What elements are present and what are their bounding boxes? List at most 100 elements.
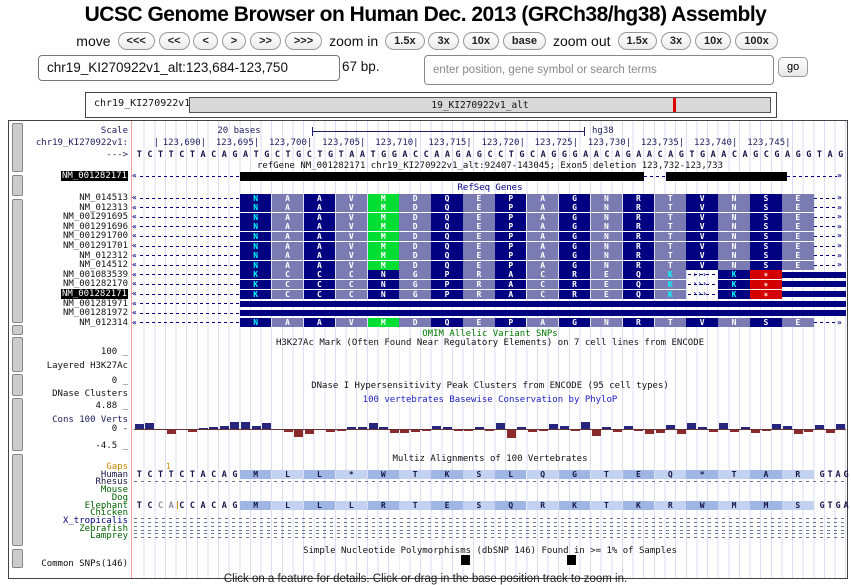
gene-row-label[interactable]: NM_014512: [79, 260, 128, 271]
aa-codon-box: P: [495, 241, 527, 251]
species-label-dog[interactable]: Dog: [111, 492, 128, 503]
species-label-chicken[interactable]: Chicken: [90, 508, 128, 519]
aa-codon-box: P: [495, 212, 527, 222]
dna-base: A: [827, 150, 833, 160]
species-label-lamprey[interactable]: Lamprey: [90, 531, 128, 542]
position-tick-label: 123,730|: [587, 138, 632, 148]
aa-codon-box: P: [495, 203, 527, 213]
gene-row-label[interactable]: NM_012314: [79, 317, 128, 328]
dna-base: A: [636, 150, 642, 160]
snp-marker[interactable]: [461, 555, 470, 565]
gene-row-label[interactable]: NM_001282170: [62, 279, 128, 290]
gene-row-label[interactable]: NM_012313: [79, 202, 128, 213]
species-label-gaps[interactable]: Gaps: [106, 462, 128, 472]
species-label-elephant[interactable]: Elephant: [84, 500, 128, 511]
zoom-in-button-1.5x[interactable]: 1.5x: [385, 32, 425, 50]
move-button->>>[interactable]: >>>: [284, 32, 323, 50]
track-control-bar[interactable]: [12, 325, 23, 335]
species-label-zebrafish[interactable]: Zebrafish: [79, 523, 128, 534]
utr-bar[interactable]: [782, 271, 846, 278]
refgene-exon-bar[interactable]: [666, 172, 787, 181]
zoom-in-button-base[interactable]: base: [502, 32, 546, 50]
aa-codon-box: S: [750, 241, 782, 251]
gene-row-label[interactable]: NM_001281972: [62, 308, 128, 319]
track-control-bar[interactable]: [12, 175, 23, 196]
multiz-title[interactable]: Multiz Alignments of 100 Vertebrates: [392, 454, 588, 464]
aa-codon-box: D: [399, 251, 431, 261]
move-button->>[interactable]: >>: [250, 32, 281, 50]
track-control-bar[interactable]: [12, 454, 23, 546]
ideogram-bar[interactable]: 19_KI270922v1_alt: [189, 97, 771, 113]
refgene-exon-bar[interactable]: [240, 172, 644, 181]
move-button-<<<[interactable]: <<<: [117, 32, 155, 50]
dnase-title[interactable]: DNase I Hypersensitivity Peak Clusters f…: [311, 381, 669, 391]
track-control-bar[interactable]: [12, 549, 23, 568]
move-button->[interactable]: >: [221, 32, 247, 50]
aa-codon-box: G: [558, 318, 591, 328]
aa-codon-box: R: [558, 279, 591, 289]
aa-codon-box: E: [463, 222, 495, 232]
alignment-break: [176, 500, 178, 509]
alignment-base: A: [200, 500, 206, 511]
intron-dashes: [688, 283, 717, 285]
aa-codon-box: R: [622, 251, 655, 261]
utr-bar[interactable]: [782, 291, 846, 297]
move-button-<<[interactable]: <<: [158, 32, 190, 50]
gene-row-label[interactable]: NM_012312: [79, 250, 128, 261]
utr-bar[interactable]: [782, 281, 846, 288]
species-label-mouse[interactable]: Mouse: [100, 485, 128, 496]
gene-row-label[interactable]: NM_001291696: [62, 221, 128, 232]
gene-row-label[interactable]: NM_001282171: [60, 289, 128, 299]
gene-row-label[interactable]: NM_001291700: [62, 231, 128, 242]
intron-dashes: [140, 207, 240, 209]
track-control-bar[interactable]: [12, 337, 23, 372]
dna-base: G: [264, 150, 270, 160]
track-control-bar[interactable]: [12, 123, 23, 172]
refgene-title[interactable]: refGene NM_001282171 chr19_KI270922v1_al…: [257, 161, 723, 171]
zoom-out-button-3x[interactable]: 3x: [660, 32, 692, 50]
utr-bar[interactable]: [240, 310, 846, 317]
alignment-aa-box: T: [399, 470, 431, 479]
intron-dashes: [140, 176, 240, 177]
chromosome-ideogram[interactable]: chr19_KI270922v1_alt 19_KI270922v1_alt: [85, 92, 777, 118]
omim-title[interactable]: OMIM Allelic Variant SNPs: [422, 329, 558, 339]
zoom-in-button-3x[interactable]: 3x: [428, 32, 459, 50]
go-button[interactable]: go: [778, 57, 809, 77]
track-control-bar[interactable]: [12, 374, 23, 396]
gene-row-label[interactable]: NM_014513: [79, 193, 128, 203]
zoom-in-button-10x[interactable]: 10x: [462, 32, 499, 50]
phylop-title[interactable]: 100 vertebrates Basewise Conservation by…: [362, 395, 618, 405]
aa-codon-box: A: [303, 260, 336, 270]
h3k27ac-title[interactable]: H3K27Ac Mark (Often Found Near Regulator…: [275, 338, 705, 348]
scale-label: Scale: [100, 126, 128, 136]
aa-codon-box: A: [527, 231, 559, 241]
snp-marker[interactable]: [567, 555, 576, 565]
utr-bar[interactable]: [240, 300, 846, 307]
move-button-<[interactable]: <: [193, 32, 218, 50]
zoom-out-button-100x[interactable]: 100x: [735, 32, 778, 50]
zoom-out-button-1.5x[interactable]: 1.5x: [617, 32, 657, 50]
zoom-out-button-10x[interactable]: 10x: [694, 32, 732, 50]
cons-bar: [379, 427, 389, 429]
track-control-bar[interactable]: [12, 199, 23, 323]
dna-base: A: [540, 150, 546, 160]
gene-row-label[interactable]: NM_001281971: [62, 298, 128, 309]
gene-row-label[interactable]: NM_001291701: [62, 241, 128, 251]
aa-codon-box: P: [495, 222, 527, 232]
species-label-x_tropicalis[interactable]: X_tropicalis: [62, 515, 128, 526]
aa-codon-box: C: [335, 279, 368, 289]
genome-browser-image[interactable]: Scale 20 bases hg38 chr19_KI270922v1: 123,69…: [8, 120, 849, 579]
track-control-bar[interactable]: [12, 398, 23, 451]
position-tick-label: 123,745|: [747, 138, 791, 148]
refgene-item-label[interactable]: NM_001282171: [60, 171, 128, 181]
aa-codon-box: A: [303, 231, 336, 241]
position-box[interactable]: chr19_KI270922v1_alt:123,684-123,750: [38, 55, 340, 81]
search-input[interactable]: [424, 55, 774, 85]
species-label-human[interactable]: Human: [100, 469, 128, 480]
snp-title[interactable]: Simple Nucleotide Polymorphisms (dbSNP 1…: [303, 546, 677, 556]
gene-clip-arrow: «: [132, 193, 137, 202]
species-label-rhesus[interactable]: Rhesus: [95, 477, 128, 488]
gene-row-label[interactable]: NM_001291695: [62, 212, 128, 223]
refseq-genes-title[interactable]: RefSeq Genes: [457, 183, 523, 193]
gene-row-label[interactable]: NM_001083539: [62, 269, 128, 280]
